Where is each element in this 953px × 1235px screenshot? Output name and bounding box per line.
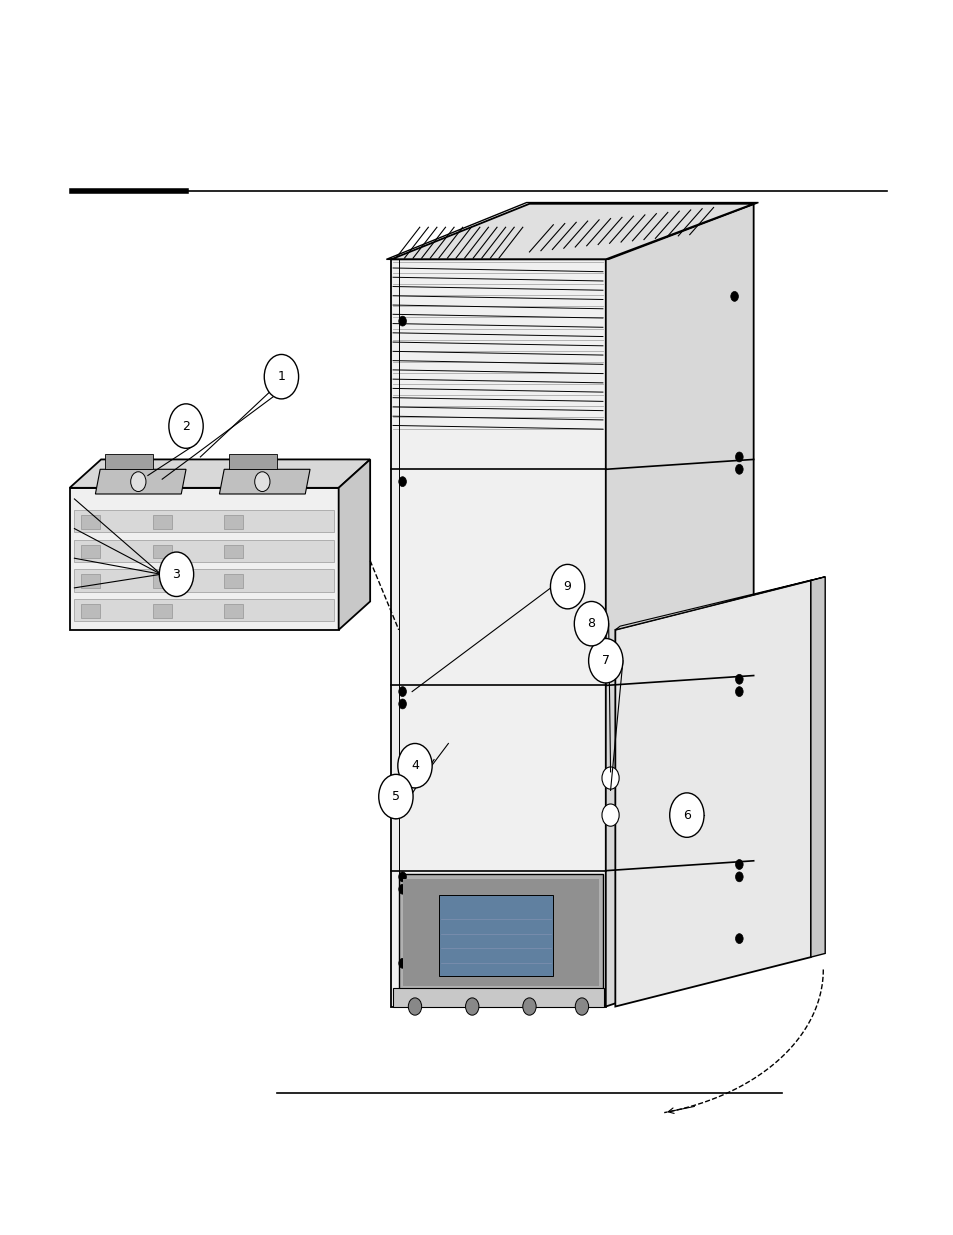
Circle shape: [264, 354, 298, 399]
Circle shape: [550, 564, 584, 609]
Circle shape: [159, 552, 193, 597]
Polygon shape: [74, 540, 334, 562]
Circle shape: [398, 884, 406, 894]
Polygon shape: [81, 574, 100, 588]
Text: 9: 9: [563, 580, 571, 593]
Circle shape: [669, 793, 703, 837]
Polygon shape: [224, 545, 243, 558]
Circle shape: [169, 404, 203, 448]
Polygon shape: [105, 454, 152, 469]
Circle shape: [398, 316, 406, 326]
Circle shape: [735, 464, 742, 474]
Text: 1: 1: [277, 370, 285, 383]
Polygon shape: [95, 469, 186, 494]
Polygon shape: [224, 515, 243, 529]
Text: 6: 6: [682, 809, 690, 821]
Circle shape: [408, 998, 421, 1015]
Circle shape: [735, 452, 742, 462]
Polygon shape: [224, 604, 243, 618]
Polygon shape: [393, 988, 603, 1007]
Polygon shape: [152, 604, 172, 618]
Circle shape: [398, 699, 406, 709]
Text: 8: 8: [587, 618, 595, 630]
Circle shape: [131, 472, 146, 492]
Polygon shape: [74, 599, 334, 621]
Text: 5: 5: [392, 790, 399, 803]
Polygon shape: [70, 488, 338, 630]
Circle shape: [601, 767, 618, 789]
Polygon shape: [229, 454, 276, 469]
Circle shape: [735, 872, 742, 882]
Text: 7: 7: [601, 655, 609, 667]
Polygon shape: [810, 577, 824, 957]
Circle shape: [574, 601, 608, 646]
Circle shape: [730, 291, 738, 301]
Circle shape: [588, 638, 622, 683]
Circle shape: [254, 472, 270, 492]
Polygon shape: [81, 604, 100, 618]
Circle shape: [735, 674, 742, 684]
Polygon shape: [338, 459, 370, 630]
Circle shape: [522, 998, 536, 1015]
Circle shape: [735, 934, 742, 944]
Polygon shape: [81, 515, 100, 529]
Polygon shape: [391, 204, 753, 259]
Circle shape: [378, 774, 413, 819]
Polygon shape: [438, 895, 553, 976]
Circle shape: [398, 958, 406, 968]
Polygon shape: [70, 459, 370, 488]
Circle shape: [601, 804, 618, 826]
Polygon shape: [152, 545, 172, 558]
Circle shape: [465, 998, 478, 1015]
Polygon shape: [402, 879, 598, 986]
Polygon shape: [224, 574, 243, 588]
Circle shape: [735, 687, 742, 697]
Polygon shape: [605, 204, 753, 1007]
Circle shape: [398, 477, 406, 487]
Polygon shape: [152, 574, 172, 588]
Circle shape: [398, 687, 406, 697]
Text: 2: 2: [182, 420, 190, 432]
Polygon shape: [74, 510, 334, 532]
Circle shape: [398, 872, 406, 882]
Polygon shape: [391, 259, 605, 1007]
Text: 4: 4: [411, 760, 418, 772]
Polygon shape: [219, 469, 310, 494]
Circle shape: [735, 860, 742, 869]
Polygon shape: [152, 515, 172, 529]
Polygon shape: [74, 569, 334, 592]
Polygon shape: [615, 580, 810, 1007]
Text: 3: 3: [172, 568, 180, 580]
Polygon shape: [615, 577, 824, 630]
Polygon shape: [81, 545, 100, 558]
Circle shape: [397, 743, 432, 788]
Circle shape: [575, 998, 588, 1015]
Polygon shape: [398, 874, 602, 990]
